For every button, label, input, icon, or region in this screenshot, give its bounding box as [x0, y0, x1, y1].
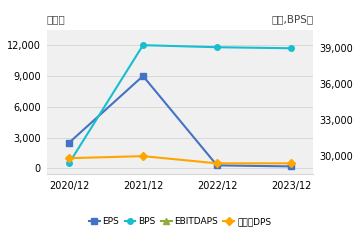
Text: （원）: （원） [47, 14, 66, 24]
Text: （원,BPS）: （원,BPS） [271, 14, 313, 24]
Legend: EPS, BPS, EBITDAPS, 보통주DPS: EPS, BPS, EBITDAPS, 보통주DPS [85, 213, 275, 229]
